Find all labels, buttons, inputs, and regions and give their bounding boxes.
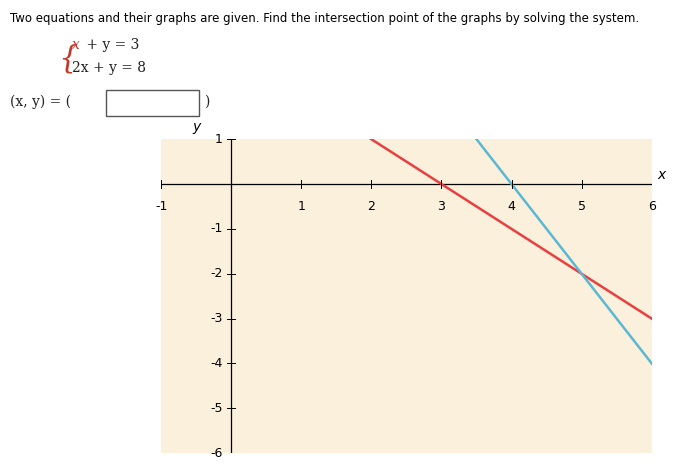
Text: x: x [72,38,80,52]
Text: x: x [657,168,665,182]
Text: 1: 1 [215,133,223,146]
Text: 3: 3 [438,200,445,213]
Text: y: y [192,120,200,134]
Text: + y = 3: + y = 3 [82,38,140,52]
Text: -5: -5 [211,402,223,415]
Text: -1: -1 [155,200,167,213]
Text: -3: -3 [211,312,223,325]
Text: 4: 4 [508,200,515,213]
Text: 1: 1 [298,200,305,213]
Text: (x, y) = (: (x, y) = ( [10,94,71,109]
Text: -1: -1 [211,222,223,236]
Text: {: { [58,43,78,75]
Text: -4: -4 [211,357,223,370]
Text: -6: -6 [211,447,223,460]
Text: 5: 5 [578,200,586,213]
Text: Two equations and their graphs are given. Find the intersection point of the gra: Two equations and their graphs are given… [10,12,639,25]
Text: 2: 2 [368,200,375,213]
Text: 2x + y = 8: 2x + y = 8 [72,61,146,76]
Text: 6: 6 [648,200,656,213]
Text: -2: -2 [211,267,223,280]
Text: ): ) [204,94,210,109]
